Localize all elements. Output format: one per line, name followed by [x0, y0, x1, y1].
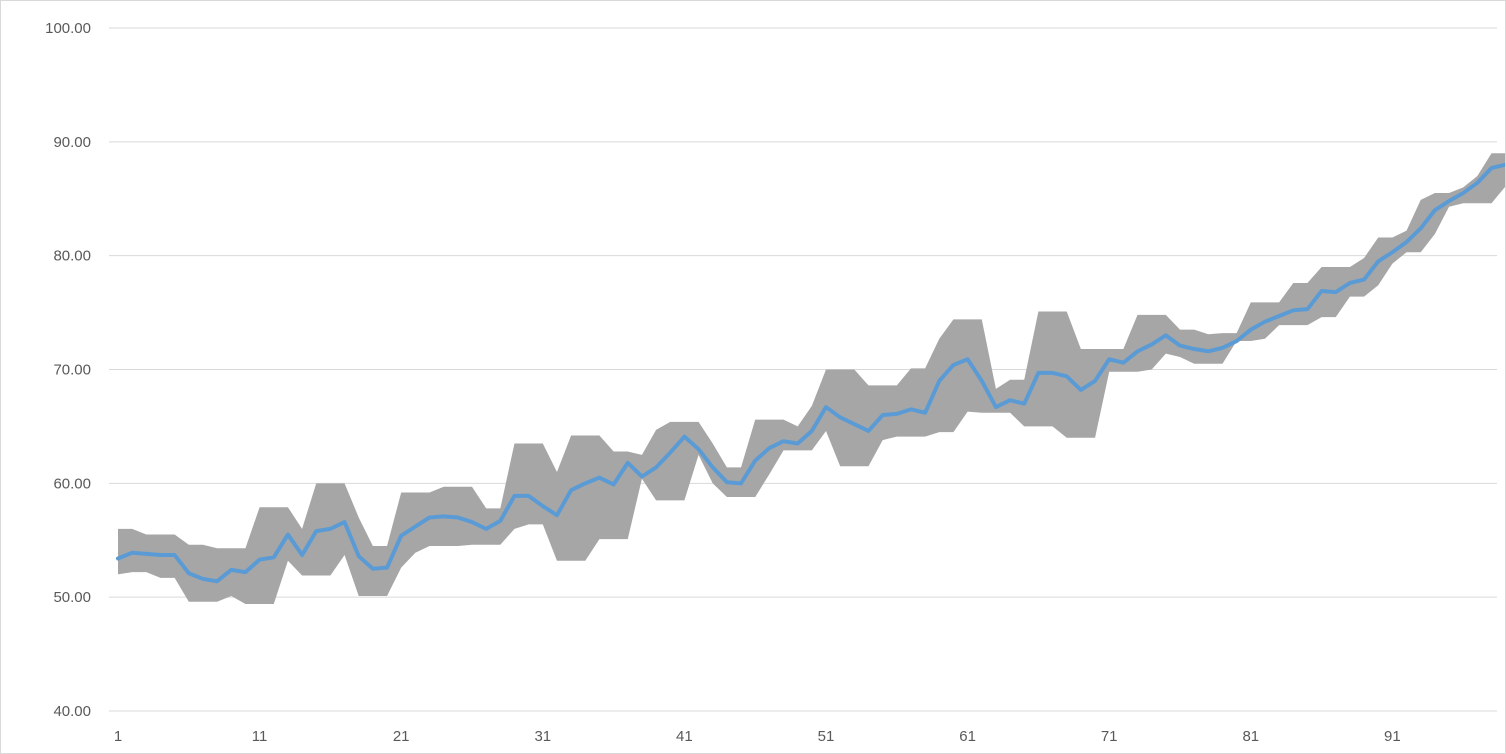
x-tick-label: 91 [1384, 728, 1401, 745]
y-tick-label: 100.00 [45, 20, 91, 37]
x-tick-label: 41 [676, 728, 693, 745]
x-tick-label: 61 [959, 728, 976, 745]
x-tick-label: 81 [1242, 728, 1259, 745]
y-tick-label: 70.00 [53, 362, 91, 379]
y-tick-label: 60.00 [53, 475, 91, 492]
y-tick-label: 90.00 [53, 134, 91, 151]
y-tick-label: 50.00 [53, 589, 91, 606]
x-tick-label: 71 [1101, 728, 1118, 745]
series-line [116, 162, 1505, 584]
x-axis-ticks: 1 11 21 31 41 51 61 71 81 91 [114, 728, 1401, 745]
x-tick-label: 1 [114, 728, 122, 745]
series-polyline [116, 162, 1505, 584]
band-area [118, 153, 1505, 604]
y-tick-label: 80.00 [53, 248, 91, 265]
y-tick-label: 40.00 [53, 703, 91, 720]
x-tick-label: 31 [534, 728, 551, 745]
x-tick-label: 51 [818, 728, 835, 745]
gridlines [109, 27, 1497, 712]
x-tick-label: 11 [252, 728, 268, 745]
x-tick-label: 21 [393, 728, 410, 745]
range-band [118, 153, 1505, 604]
y-axis-ticks: 40.00 50.00 60.00 70.00 80.00 90.00 100.00 [45, 20, 91, 720]
